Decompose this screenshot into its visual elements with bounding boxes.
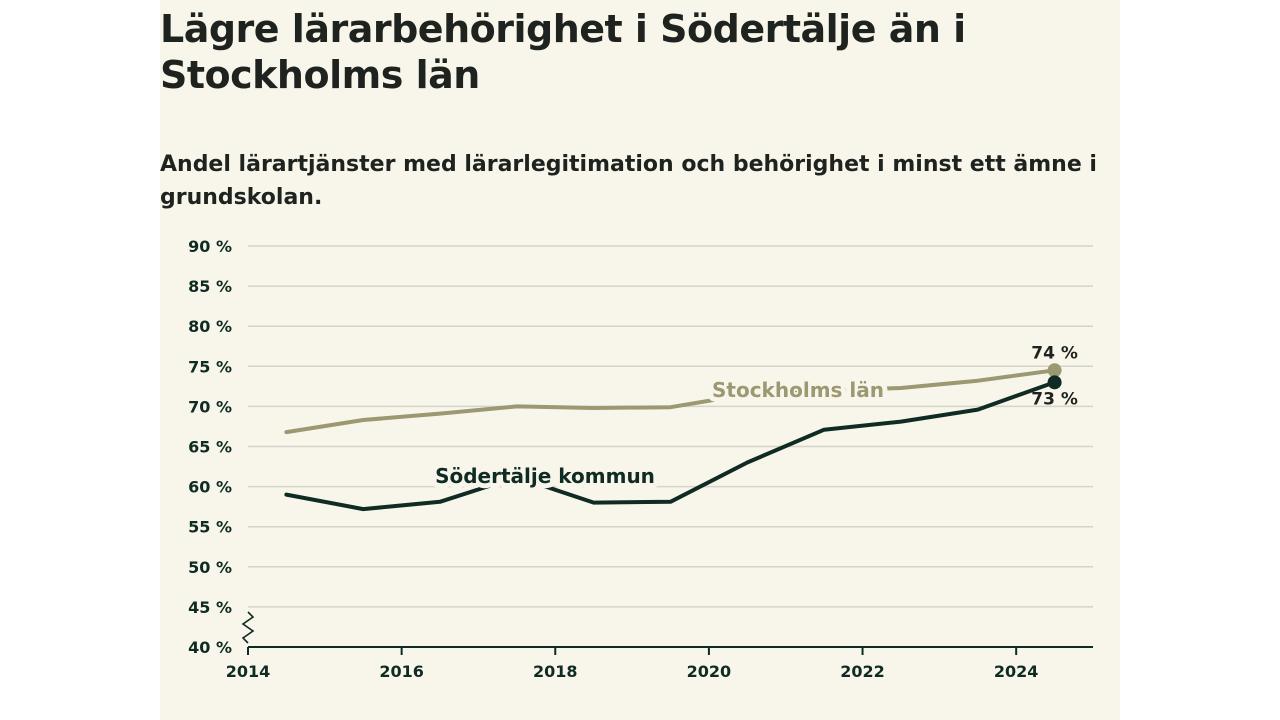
y-tick-label: 85 % — [188, 277, 232, 296]
end-point-sodertalje — [1047, 375, 1062, 390]
chart-subtitle: Andel lärartjänster med lärarlegitimatio… — [160, 152, 1097, 210]
series-label-sodertalje: Södertälje kommun — [435, 464, 655, 488]
y-tick-label: 90 % — [188, 237, 232, 256]
y-tick-label: 40 % — [188, 638, 232, 657]
x-tick-label: 2022 — [840, 662, 885, 681]
series-line-stockholm — [284, 368, 1057, 435]
end-label-stockholm: 74 % — [1031, 343, 1078, 363]
y-tick-label: 65 % — [188, 438, 232, 457]
chart-title: Lägre lärarbehörighet i Södertälje än i … — [160, 7, 966, 97]
y-tick-label: 55 % — [188, 518, 232, 537]
chart-card — [160, 0, 1120, 720]
end-point-stockholm — [1047, 363, 1062, 378]
end-label-sodertalje: 73 % — [1031, 389, 1078, 409]
y-tick-label: 50 % — [188, 558, 232, 577]
x-tick-label: 2018 — [533, 662, 578, 681]
x-tick-label: 2024 — [994, 662, 1039, 681]
y-tick-label: 75 % — [188, 357, 232, 376]
series-line-sodertalje — [284, 380, 1057, 512]
x-tick-label: 2016 — [379, 662, 424, 681]
y-tick-label: 45 % — [188, 598, 232, 617]
axis-break-icon — [241, 611, 255, 644]
y-tick-label: 60 % — [188, 478, 232, 497]
series-label-stockholm: Stockholms län — [712, 378, 884, 402]
x-tick-label: 2020 — [687, 662, 732, 681]
y-tick-label: 70 % — [188, 397, 232, 416]
y-tick-label: 80 % — [188, 317, 232, 336]
x-tick-label: 2014 — [226, 662, 271, 681]
